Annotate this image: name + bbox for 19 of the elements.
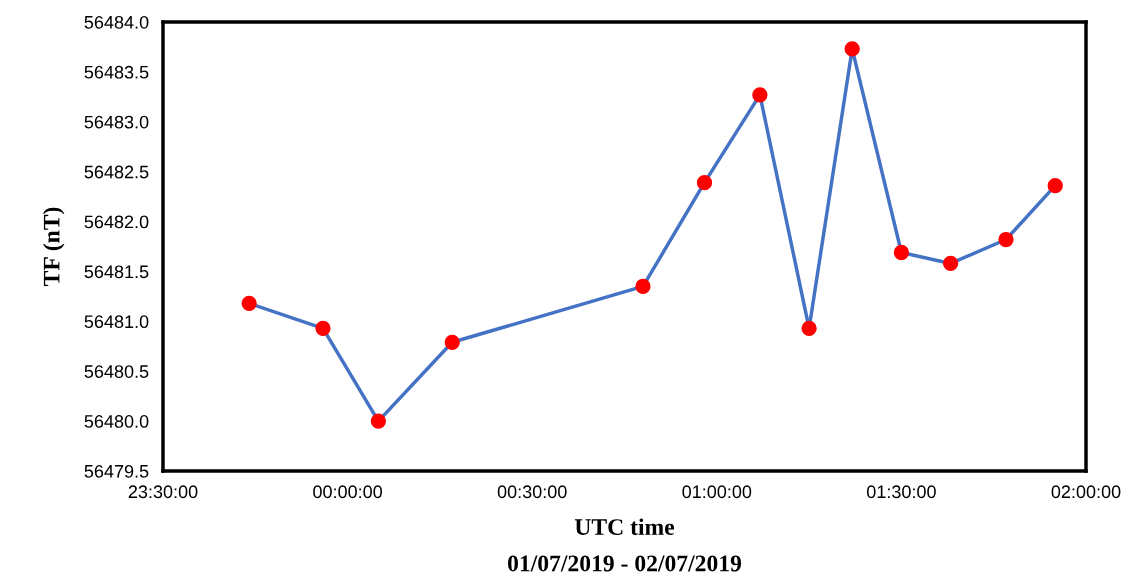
y-tick-label: 56483.0 — [84, 115, 149, 129]
x-tick-label: 01:00:00 — [682, 485, 752, 499]
x-axis-title: UTC time — [574, 518, 675, 535]
x-tick-label: 23:30:00 — [128, 485, 198, 499]
y-tick-label: 56482.0 — [84, 215, 149, 229]
y-tick-label: 56480.5 — [84, 365, 149, 378]
y-tick-label: 56483.5 — [84, 65, 149, 79]
x-tick-label: 02:00:00 — [1051, 485, 1121, 499]
y-tick-label: 56482.5 — [84, 165, 149, 179]
y-tick-label: 56479.5 — [84, 464, 149, 478]
y-tick-label: 56484.0 — [84, 15, 149, 29]
text: 01/07/2019 - 02/07/2019 — [508, 555, 742, 572]
x-tick-label: 00:00:00 — [313, 485, 383, 499]
y-tick-label: 56481.5 — [84, 265, 149, 279]
x-tick-label: 01:30:00 — [866, 485, 936, 499]
x-tick-label: 00:30:00 — [497, 485, 567, 499]
y-tick-label: 56481.0 — [84, 315, 149, 329]
y-tick-label: 56480.0 — [84, 415, 149, 428]
y-axis-title: TF (nT) — [42, 207, 65, 287]
